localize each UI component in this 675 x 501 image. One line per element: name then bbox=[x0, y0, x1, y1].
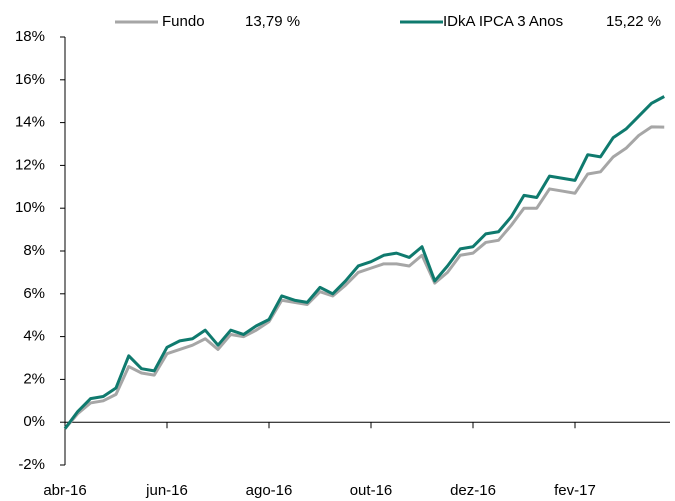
legend-value: 15,22 % bbox=[606, 13, 661, 30]
x-tick-label: dez-16 bbox=[450, 482, 496, 499]
y-tick-label: 10% bbox=[15, 199, 45, 216]
y-tick-label: 8% bbox=[23, 242, 45, 259]
x-tick-label: jun-16 bbox=[145, 482, 188, 499]
y-tick-label: 0% bbox=[23, 413, 45, 430]
x-tick-label: abr-16 bbox=[43, 482, 86, 499]
series-line bbox=[63, 95, 665, 430]
y-tick-label: 16% bbox=[15, 71, 45, 88]
x-tick-label: ago-16 bbox=[246, 482, 293, 499]
x-tick-label: out-16 bbox=[350, 482, 393, 499]
y-tick-label: 12% bbox=[15, 156, 45, 173]
x-tick-label: fev-17 bbox=[554, 482, 596, 499]
legend-label: IDkA IPCA 3 Anos bbox=[443, 13, 563, 30]
legend-value: 13,79 % bbox=[245, 13, 300, 30]
y-tick-label: 6% bbox=[23, 285, 45, 302]
y-tick-label: 14% bbox=[15, 114, 45, 131]
y-tick-label: 4% bbox=[23, 328, 45, 345]
y-tick-label: 18% bbox=[15, 28, 45, 45]
y-tick-label: -2% bbox=[18, 456, 45, 473]
legend-label: Fundo bbox=[162, 13, 205, 30]
y-tick-label: 2% bbox=[23, 370, 45, 387]
series-line bbox=[63, 125, 665, 430]
